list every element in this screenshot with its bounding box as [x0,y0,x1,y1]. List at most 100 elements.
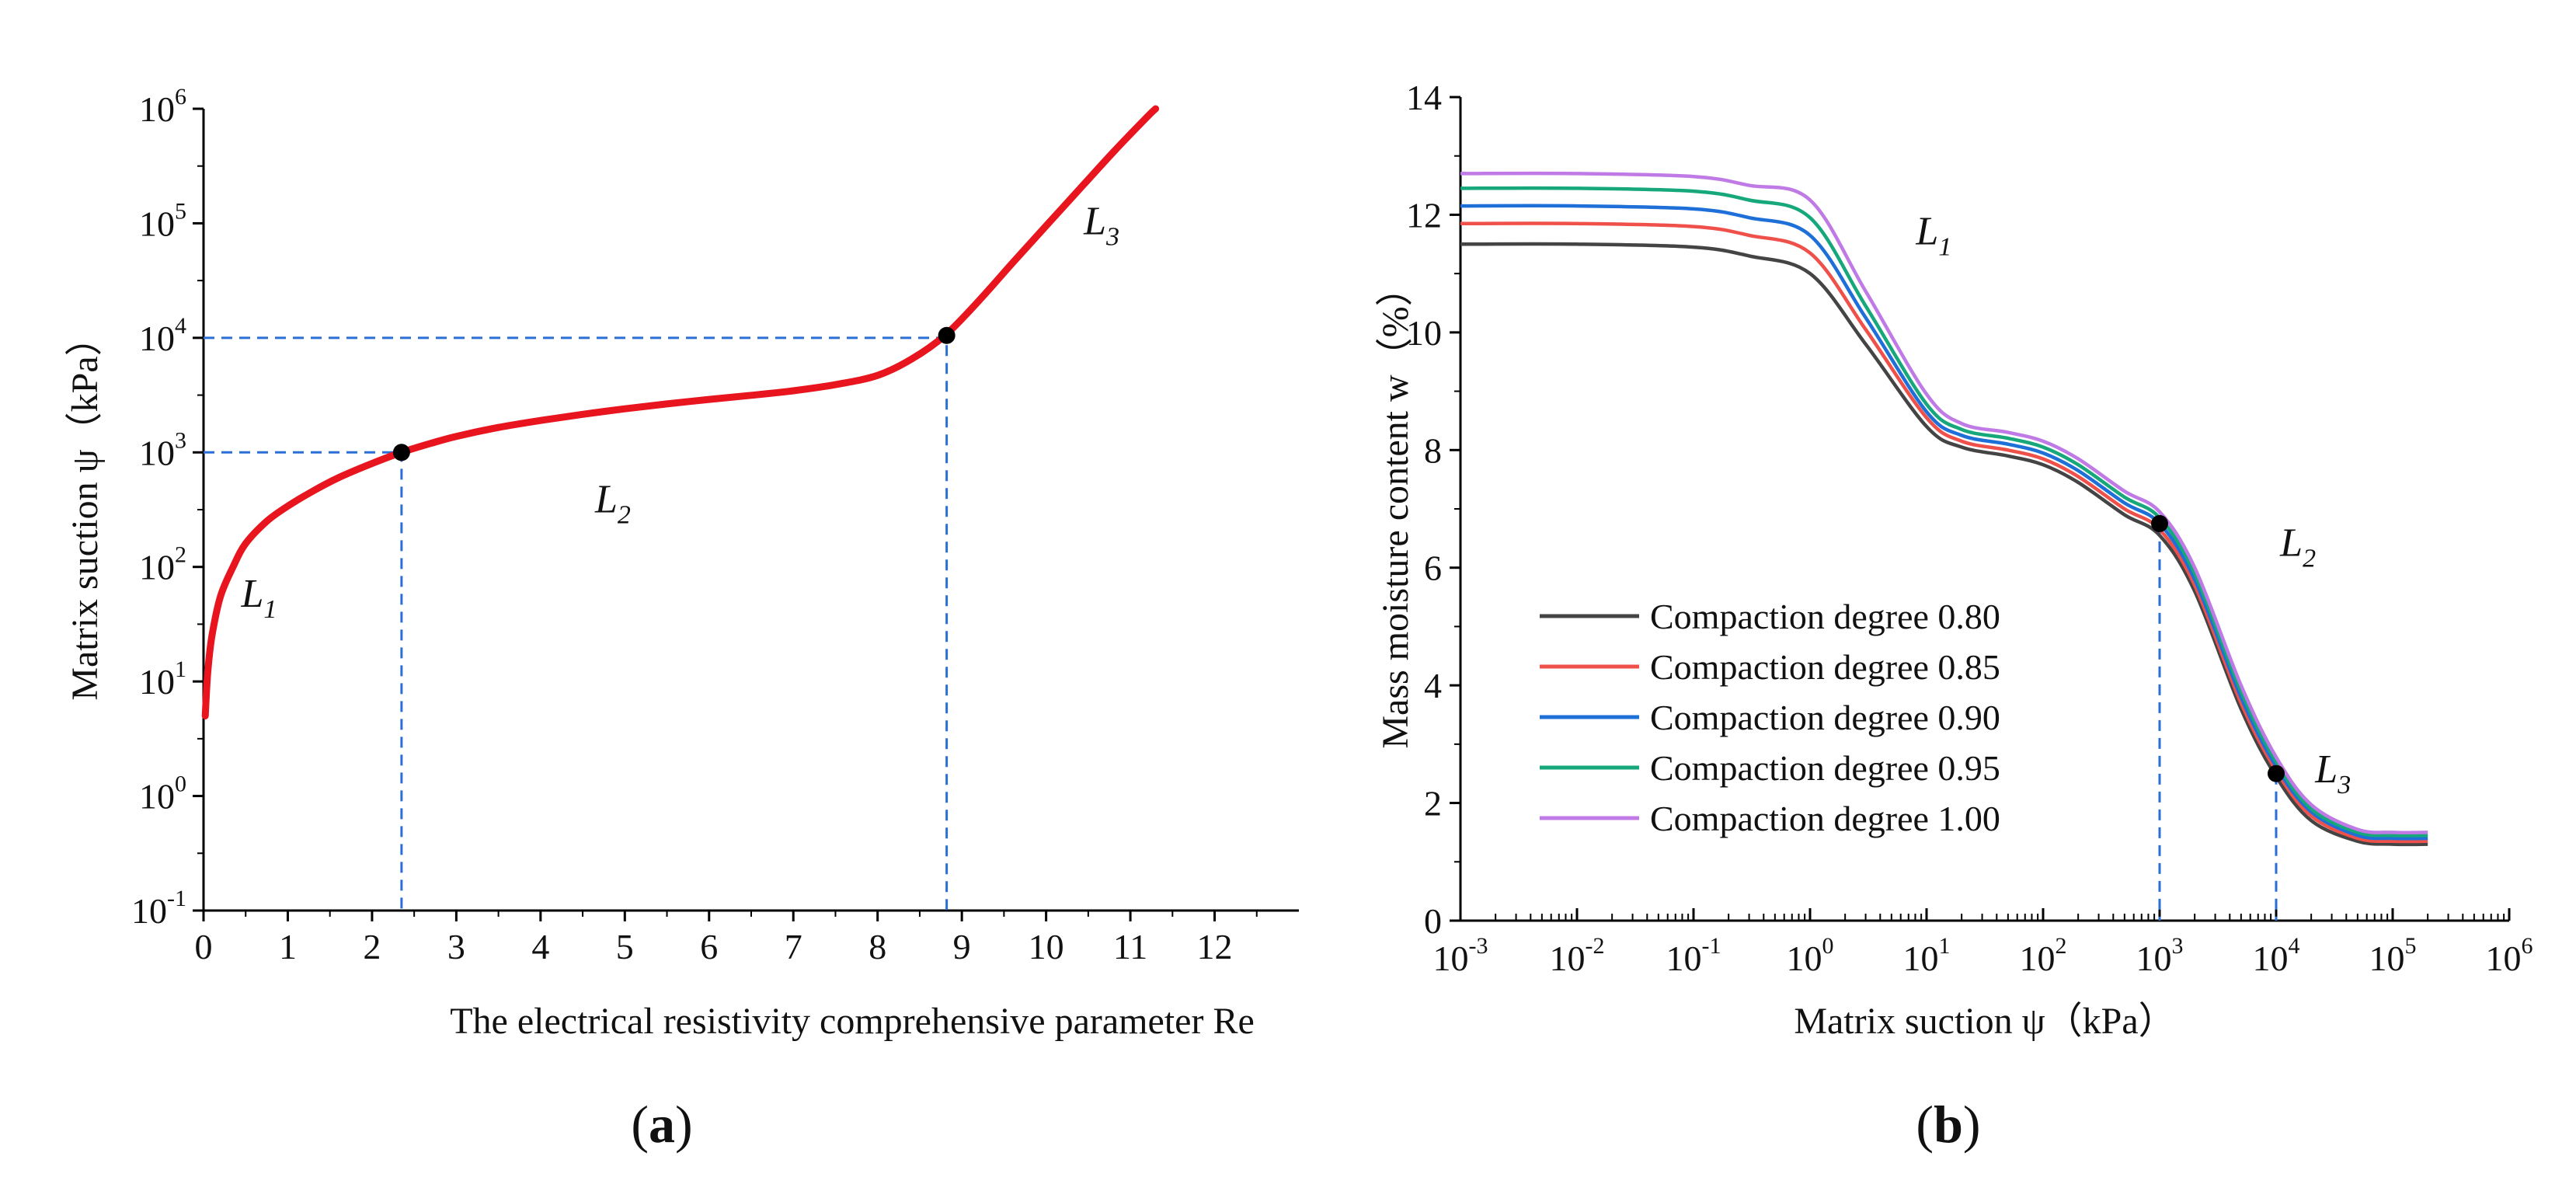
b-x-tick-label-exp: 3 [2172,933,2184,959]
b-x-tick-label-base: 10 [2253,939,2289,978]
b-legend-label-0: Compaction degree 0.80 [1650,597,2000,636]
b-region-label-1-subscript: 1 [1938,232,1951,261]
a-panel-label: (a) [631,1095,692,1154]
b-y-tick-label: 10 [1406,313,1442,353]
b-x-tick-label-exp: 6 [2522,933,2533,959]
a-y-tick-label: 105 [139,198,186,243]
a-y-tick-label-base: 10 [139,777,175,817]
a-x-tick-label: 0 [195,927,213,966]
a-x-tick-label: 8 [869,927,886,966]
b-x-tick-label: 102 [2020,933,2067,978]
a-y-tick-label-exp: 6 [175,84,186,110]
a-x-tick-label: 11 [1113,927,1147,966]
b-y-tick-label: 8 [1424,430,1442,470]
a-y-tick-label-exp: 3 [175,427,186,453]
a-x-tick-label: 10 [1029,927,1064,966]
a-x-tick-label: 2 [363,927,381,966]
b-series-line-3 [1460,186,2428,838]
a-region-label-1: L1 [240,572,277,624]
b-y-tick-label: 14 [1406,78,1442,117]
a-y-tick-label-base: 10 [131,891,167,931]
a-y-tick-label-base: 10 [139,89,175,129]
a-region-label-1-subscript: 1 [263,595,277,624]
b-region-label-3-letter: L [2314,747,2338,792]
a-panel-label-open: ( [631,1095,649,1154]
b-x-tick-label: 10-1 [1666,933,1721,978]
b-x-tick-label: 106 [2486,933,2533,978]
a-y-tick-label: 102 [139,542,186,587]
a-dashed-guide-1 [204,336,949,911]
b-x-tick-label-base: 10 [1550,939,1586,978]
a-y-tick-label-exp: 0 [175,771,186,797]
a-region-label-3-subscript: 3 [1105,223,1119,252]
a-region-label-1-letter: L [240,572,263,616]
a-x-tick-label: 5 [616,927,634,966]
a-region-label-3-letter: L [1083,200,1106,244]
a-region-label-2-letter: L [594,477,618,521]
b-series-line-1 [1460,221,2428,844]
a-y-tick-label-base: 10 [139,204,175,243]
b-x-axis-title: Matrix suction ψ（kPa） [1794,1001,2175,1042]
b-x-tick-label-base: 10 [2486,939,2522,978]
b-x-tick-label-exp: 1 [1939,933,1951,959]
a-x-tick-label: 7 [785,927,802,966]
a-x-tick-label: 9 [953,927,971,966]
a-panel-label-close: ) [675,1095,693,1154]
a-y-tick-label: 106 [139,84,186,129]
b-series-line-2 [1460,204,2428,841]
a-y-tick-label-exp: 2 [175,542,186,568]
b-legend-label-3: Compaction degree 0.95 [1650,748,2000,788]
b-y-tick-label: 2 [1424,784,1442,824]
a-x-axis-title: The electrical resistivity comprehensive… [450,1001,1255,1042]
b-x-tick-label: 105 [2369,933,2417,978]
a-region-label-2-subscript: 2 [618,500,631,529]
a-x-tick-label: 4 [531,927,549,966]
a-panel-label-letter: a [649,1095,675,1154]
a-y-axis-title: Matrix suction ψ（kPa） [64,319,106,700]
b-region-label-1-letter: L [1915,209,1938,253]
b-x-tick-label-exp: 5 [2405,933,2417,959]
a-y-tick-label-exp: 4 [175,313,186,339]
b-legend: Compaction degree 0.80 Compaction degree … [1540,597,2000,838]
a-y-tick-label: 104 [139,313,186,358]
a-series-line-swcc [201,105,1160,719]
a-y-tick-label-exp: 1 [175,656,186,682]
panel-a: 0 1 2 3 4 5 6 7 8 9 10 11 1210-110010110210310410510… [64,84,1299,1154]
b-series-line-0 [1460,242,2428,847]
b-y-tick-label: 4 [1424,666,1442,705]
b-x-tick-label: 100 [1787,933,1834,978]
a-x-tick-label: 3 [447,927,465,966]
b-region-label-2-letter: L [2279,521,2303,566]
b-x-tick-label-exp: -2 [1586,933,1605,959]
b-x-tick-label-exp: 4 [2289,933,2300,959]
b-x-tick-label-base: 10 [1903,939,1939,978]
b-x-tick-label: 103 [2136,933,2184,978]
a-y-tick-label: 103 [139,427,186,472]
b-y-axis-title: Mass moisture content w（%） [1375,269,1416,748]
b-x-tick-label: 104 [2253,933,2300,978]
b-y-tick-label: 12 [1406,195,1442,235]
a-region-label-3: L3 [1083,200,1119,252]
a-y-tick-label-base: 10 [139,319,175,358]
a-key-point-0 [392,444,410,461]
a-y-tick-label-base: 10 [139,548,175,587]
b-y-tick-label: 6 [1424,548,1442,588]
b-series-line-4 [1460,171,2428,834]
a-y-tick-label-exp: -1 [167,886,186,911]
a-y-tick-label-base: 10 [139,433,175,472]
b-region-label-1: L1 [1915,209,1951,261]
b-panel-label-letter: b [1934,1095,1963,1154]
b-key-point-0 [2151,514,2168,532]
b-region-label-2-subscript: 2 [2303,545,2316,573]
b-x-tick-label: 10-2 [1550,933,1605,978]
a-x-tick-label: 12 [1197,927,1233,966]
b-x-tick-label-base: 10 [1787,939,1822,978]
b-panel-label: (b) [1916,1095,1980,1154]
b-x-tick-label-base: 10 [1666,939,1702,978]
b-legend-label-1: Compaction degree 0.85 [1650,647,2000,687]
b-region-label-2: L2 [2279,521,2316,573]
a-region-label-2: L2 [594,477,631,529]
b-key-point-1 [2268,764,2285,782]
b-x-tick-label-exp: 0 [1822,933,1834,959]
